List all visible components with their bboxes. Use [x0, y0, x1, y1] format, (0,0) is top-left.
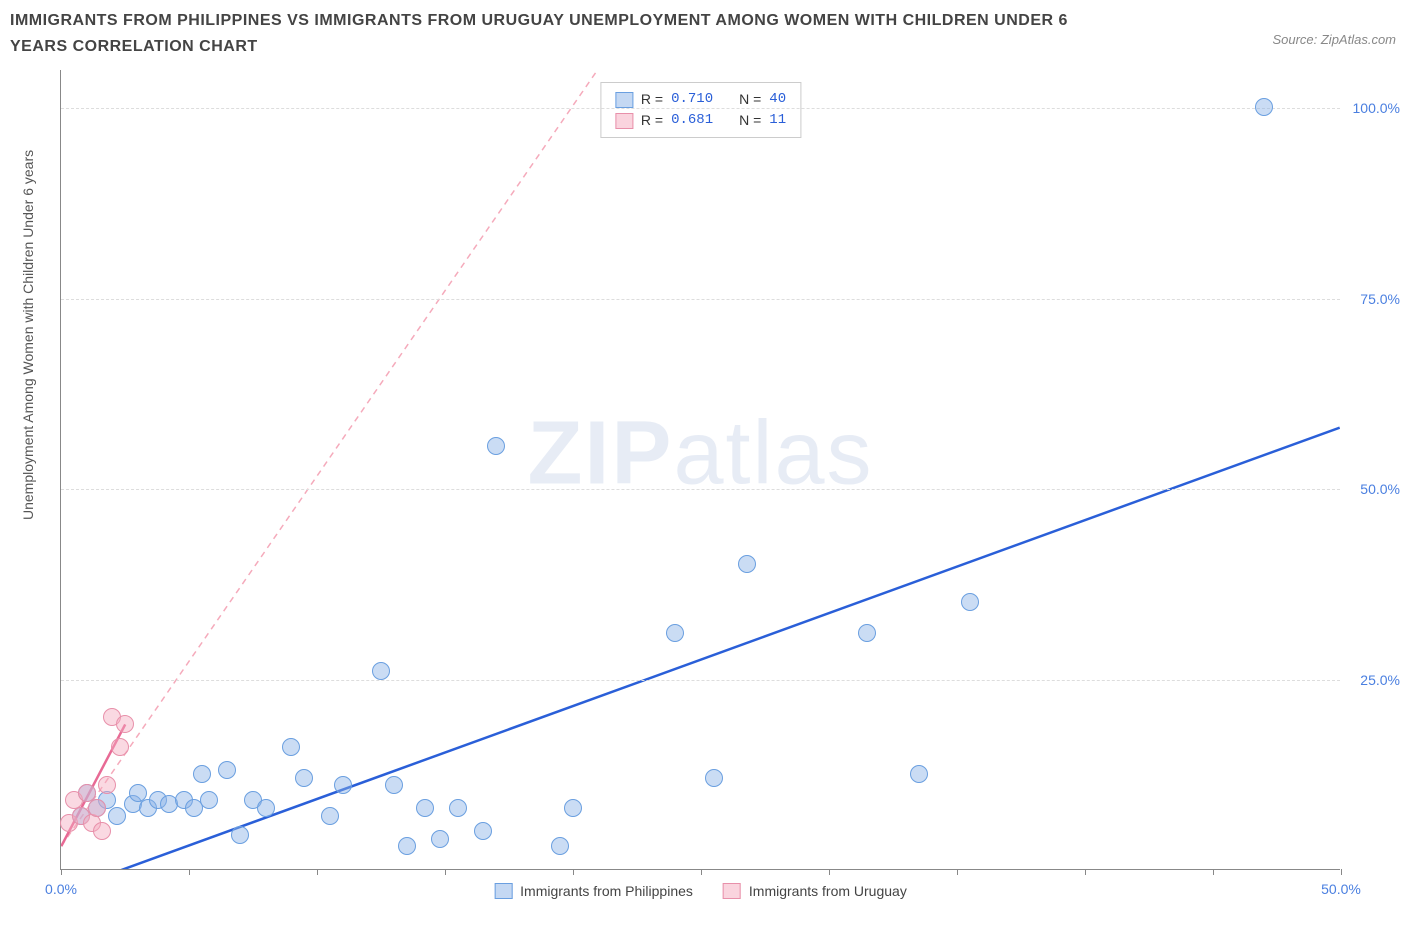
point-philippines: [551, 837, 569, 855]
point-philippines: [910, 765, 928, 783]
x-tick-label: 50.0%: [1321, 881, 1361, 897]
point-uruguay: [93, 822, 111, 840]
point-philippines: [961, 593, 979, 611]
x-tick: [701, 869, 702, 875]
n-label: N =: [739, 89, 761, 110]
y-tick-label: 25.0%: [1345, 672, 1400, 688]
y-axis-label: Unemployment Among Women with Children U…: [20, 150, 36, 520]
r-label: R =: [641, 89, 663, 110]
gridline: [61, 680, 1340, 681]
n-value: 40: [769, 89, 786, 110]
point-philippines: [416, 799, 434, 817]
point-philippines: [231, 826, 249, 844]
point-philippines: [449, 799, 467, 817]
y-tick-label: 75.0%: [1345, 291, 1400, 307]
x-tick: [61, 869, 62, 875]
point-philippines: [321, 807, 339, 825]
x-tick: [829, 869, 830, 875]
point-philippines: [564, 799, 582, 817]
trend-lines: [61, 70, 1340, 869]
x-tick: [1341, 869, 1342, 875]
x-tick-label: 0.0%: [45, 881, 77, 897]
point-philippines: [398, 837, 416, 855]
gridline: [61, 299, 1340, 300]
chart-title: IMMIGRANTS FROM PHILIPPINES VS IMMIGRANT…: [10, 8, 1110, 59]
point-philippines: [858, 624, 876, 642]
r-label: R =: [641, 110, 663, 131]
point-philippines: [666, 624, 684, 642]
point-philippines: [193, 765, 211, 783]
point-philippines: [257, 799, 275, 817]
trendline: [61, 70, 623, 846]
r-value: 0.681: [671, 110, 713, 131]
point-philippines: [108, 807, 126, 825]
point-philippines: [372, 662, 390, 680]
r-value: 0.710: [671, 89, 713, 110]
legend-swatch: [723, 883, 741, 899]
x-tick: [573, 869, 574, 875]
legend-item: Immigrants from Uruguay: [723, 883, 907, 899]
plot-area: ZIPatlas R = 0.710N = 40R = 0.681N = 11 …: [60, 70, 1340, 870]
point-philippines: [705, 769, 723, 787]
x-tick: [445, 869, 446, 875]
point-philippines: [474, 822, 492, 840]
point-philippines: [1255, 98, 1273, 116]
point-philippines: [738, 555, 756, 573]
legend-stats: R = 0.710 N = 40 R = 0.681 N = 11: [600, 82, 801, 138]
n-value: 11: [769, 110, 786, 131]
y-tick-label: 50.0%: [1345, 481, 1400, 497]
point-uruguay: [88, 799, 106, 817]
x-tick: [1085, 869, 1086, 875]
point-philippines: [218, 761, 236, 779]
x-tick: [317, 869, 318, 875]
legend-stat-row: R = 0.681 N = 11: [615, 110, 786, 131]
legend-stat-row: R = 0.710 N = 40: [615, 89, 786, 110]
legend-series: Immigrants from Philippines Immigrants fr…: [494, 883, 907, 899]
point-philippines: [295, 769, 313, 787]
point-philippines: [385, 776, 403, 794]
point-uruguay: [116, 715, 134, 733]
n-label: N =: [739, 110, 761, 131]
x-tick: [957, 869, 958, 875]
gridline: [61, 108, 1340, 109]
x-tick: [1213, 869, 1214, 875]
chart-container: Unemployment Among Women with Children U…: [0, 70, 1406, 930]
legend-swatch: [494, 883, 512, 899]
point-philippines: [200, 791, 218, 809]
y-tick-label: 100.0%: [1345, 100, 1400, 116]
legend-swatch: [615, 92, 633, 108]
x-tick: [189, 869, 190, 875]
point-uruguay: [98, 776, 116, 794]
point-philippines: [334, 776, 352, 794]
source-label: Source: ZipAtlas.com: [1272, 32, 1396, 47]
legend-label: Immigrants from Uruguay: [749, 883, 907, 899]
point-philippines: [282, 738, 300, 756]
point-philippines: [487, 437, 505, 455]
legend-item: Immigrants from Philippines: [494, 883, 693, 899]
gridline: [61, 489, 1340, 490]
legend-swatch: [615, 113, 633, 129]
point-philippines: [431, 830, 449, 848]
legend-label: Immigrants from Philippines: [520, 883, 693, 899]
point-uruguay: [111, 738, 129, 756]
